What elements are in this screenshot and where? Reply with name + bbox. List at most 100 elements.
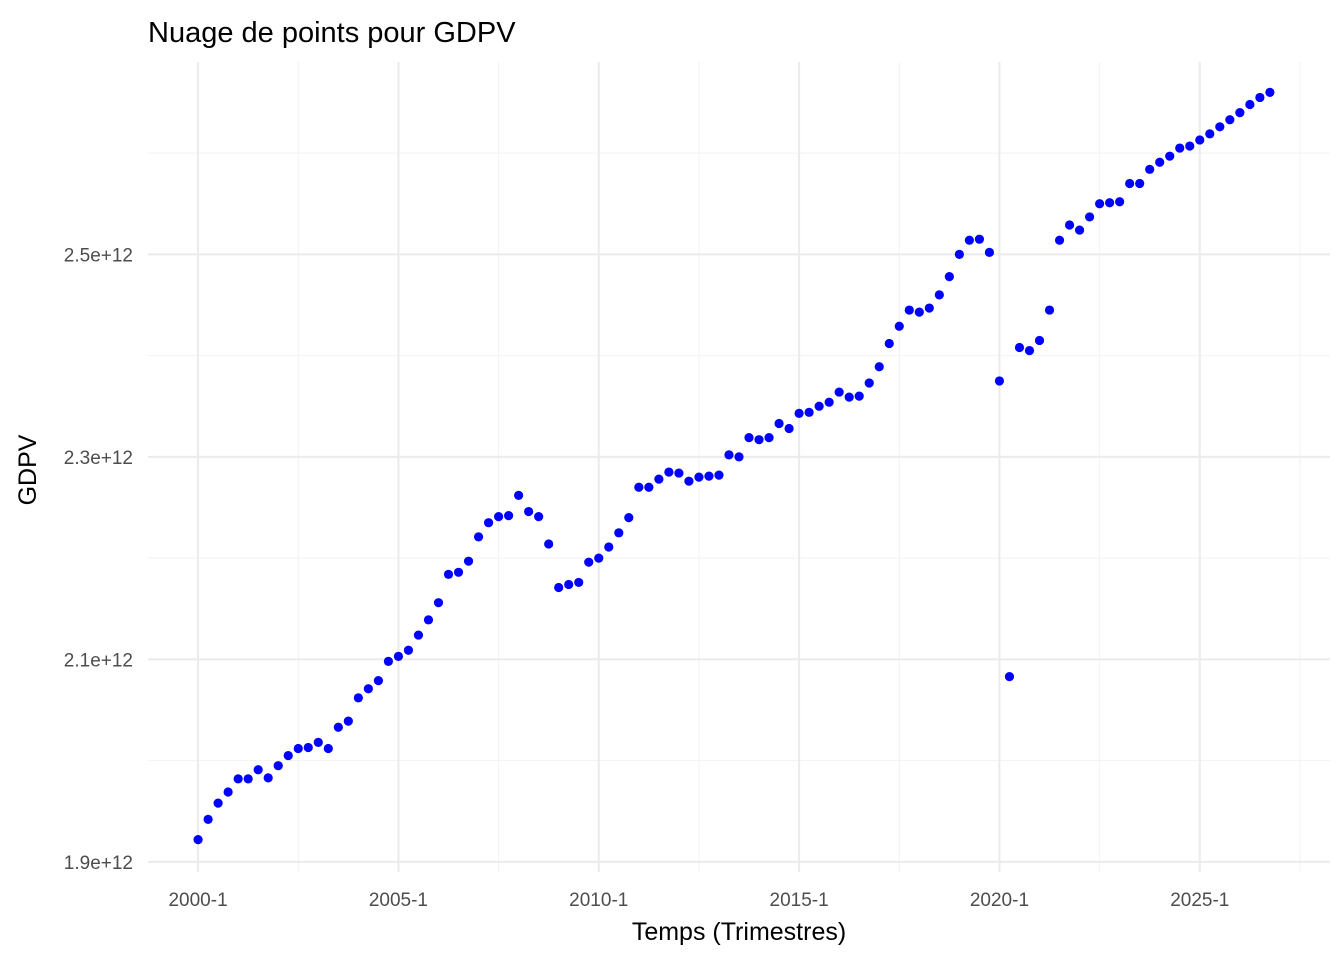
data-point-31: [504, 510, 514, 521]
data-point-101: [1205, 129, 1215, 139]
data-point-105: [1245, 99, 1255, 110]
data-point-88: [1074, 225, 1085, 235]
data-point-1: [203, 814, 213, 824]
data-point-7: [263, 773, 273, 783]
data-point-103: [1225, 115, 1235, 125]
data-point-28: [473, 532, 484, 542]
y-tick-label-0: 1.9e+12: [64, 853, 133, 874]
data-point-76: [954, 249, 964, 259]
data-point-80: [994, 376, 1005, 386]
data-point-95: [1145, 164, 1155, 174]
data-point-59: [784, 423, 794, 434]
data-point-43: [624, 513, 634, 523]
data-point-3: [223, 787, 233, 797]
data-point-34: [534, 512, 544, 522]
data-point-73: [924, 303, 934, 313]
data-point-86: [1054, 235, 1065, 245]
data-point-41: [604, 542, 614, 552]
data-point-69: [884, 338, 894, 349]
data-point-46: [654, 474, 664, 484]
data-point-104: [1235, 108, 1245, 118]
data-point-40: [594, 553, 604, 563]
data-point-24: [433, 598, 444, 608]
data-point-91: [1105, 198, 1115, 208]
data-point-49: [684, 476, 694, 486]
data-point-16: [353, 693, 363, 703]
data-point-48: [674, 468, 684, 478]
data-point-64: [834, 387, 844, 397]
data-point-60: [794, 408, 804, 418]
data-point-102: [1215, 122, 1225, 132]
data-point-0: [193, 835, 203, 845]
data-point-18: [373, 676, 383, 686]
data-point-97: [1165, 151, 1175, 161]
data-point-42: [614, 528, 624, 538]
data-point-94: [1135, 178, 1145, 189]
x-tick-label-1: 2005-1: [369, 890, 428, 911]
data-point-67: [864, 378, 874, 388]
data-point-23: [423, 615, 434, 625]
x-tick-label-5: 2025-1: [1170, 890, 1229, 911]
data-point-17: [363, 684, 373, 694]
data-point-78: [974, 234, 985, 244]
data-point-47: [664, 467, 674, 477]
data-point-52: [714, 470, 724, 480]
data-point-77: [964, 235, 974, 245]
data-point-22: [413, 630, 424, 640]
data-point-36: [554, 582, 564, 593]
data-point-26: [453, 567, 464, 577]
data-point-61: [804, 407, 814, 417]
data-point-54: [734, 452, 744, 462]
data-point-9: [283, 750, 293, 761]
data-point-89: [1084, 212, 1095, 222]
data-point-37: [564, 579, 574, 590]
data-point-14: [333, 722, 343, 732]
data-point-82: [1014, 342, 1025, 353]
data-point-79: [984, 247, 995, 257]
data-point-45: [644, 482, 654, 492]
data-point-38: [574, 577, 584, 588]
data-point-2: [213, 798, 223, 808]
data-point-71: [904, 305, 914, 315]
data-point-58: [774, 418, 784, 429]
x-tick-label-4: 2020-1: [970, 890, 1029, 911]
data-point-62: [814, 401, 824, 411]
data-point-11: [303, 742, 313, 753]
data-point-27: [463, 556, 474, 566]
data-point-70: [894, 321, 904, 331]
data-point-10: [293, 743, 303, 754]
data-point-51: [704, 471, 714, 481]
data-point-107: [1265, 87, 1275, 97]
y-tick-label-3: 2.5e+12: [64, 245, 133, 266]
data-point-33: [524, 506, 534, 517]
data-point-106: [1255, 92, 1265, 103]
data-point-53: [724, 450, 734, 460]
y-tick-label-2: 2.3e+12: [64, 448, 133, 469]
data-point-20: [393, 651, 404, 661]
x-axis-ticks: 2000-1 2005-1 2010-1 2015-1 2020-1 2025-1: [168, 890, 1229, 911]
data-point-92: [1115, 197, 1125, 207]
data-point-83: [1024, 345, 1035, 356]
data-point-81: [1004, 671, 1015, 682]
data-point-100: [1195, 135, 1205, 145]
data-point-21: [403, 645, 414, 655]
data-point-39: [584, 557, 594, 567]
data-point-29: [483, 518, 494, 528]
data-point-99: [1185, 141, 1195, 151]
data-point-72: [914, 307, 924, 317]
data-point-75: [944, 272, 954, 282]
data-point-8: [273, 761, 283, 771]
x-tick-label-0: 2000-1: [168, 890, 227, 911]
data-point-65: [844, 392, 854, 402]
data-point-6: [253, 765, 263, 775]
x-tick-label-3: 2015-1: [770, 890, 829, 911]
data-point-4: [233, 774, 243, 784]
data-point-96: [1155, 157, 1165, 167]
x-axis-title: Temps (Trimestres): [632, 918, 846, 946]
data-point-25: [443, 569, 454, 579]
data-point-74: [934, 290, 944, 300]
data-points: [193, 87, 1275, 845]
data-point-19: [383, 656, 394, 667]
